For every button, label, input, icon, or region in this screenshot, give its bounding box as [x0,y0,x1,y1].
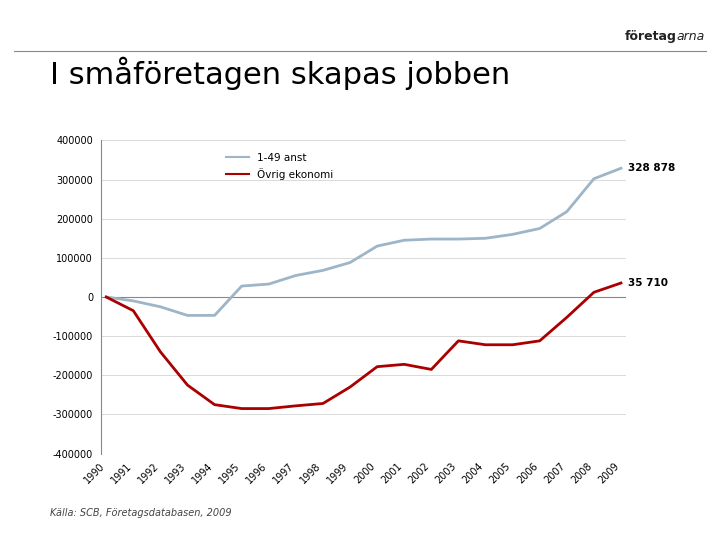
Text: I småföretagen skapas jobben: I småföretagen skapas jobben [50,57,510,90]
Text: 35 710: 35 710 [628,278,668,288]
Text: arna: arna [677,30,705,43]
Text: Källa: SCB, Företagsdatabasen, 2009: Källa: SCB, Företagsdatabasen, 2009 [50,508,232,518]
Legend: 1-49 anst, Övrig ekonomi: 1-49 anst, Övrig ekonomi [222,148,338,184]
Text: 328 878: 328 878 [628,163,675,173]
Text: företag: företag [625,30,677,43]
